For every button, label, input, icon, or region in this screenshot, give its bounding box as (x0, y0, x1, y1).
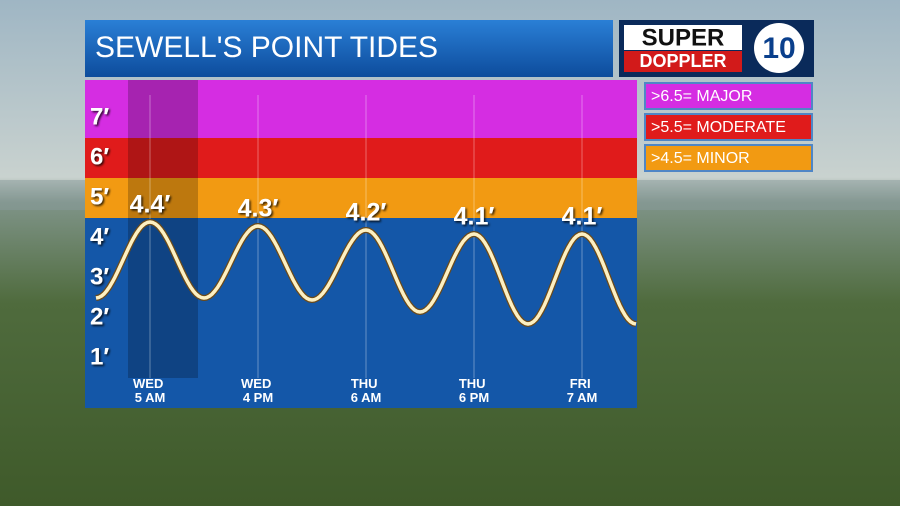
data-label: 4.3′ (238, 195, 279, 223)
y-tick-label: 6′ (90, 143, 109, 170)
y-tick-label: 1′ (90, 343, 109, 370)
x-tick-label: FRI 7 AM (567, 376, 598, 405)
tide-line (95, 220, 637, 326)
y-tick-label: 4′ (90, 223, 109, 250)
data-label: 4.4′ (130, 191, 171, 219)
legend-label: >5.5= MODERATE (651, 119, 786, 136)
legend-box (644, 113, 813, 141)
legend-label: >6.5= MAJOR (651, 88, 752, 105)
x-tick-label: WED 5 AM (133, 376, 167, 405)
threshold-band (85, 178, 637, 218)
logo-number: 10 (762, 32, 795, 65)
data-label: 4.1′ (562, 203, 603, 231)
title-bar (85, 20, 613, 77)
y-tick-label: 5′ (90, 183, 109, 210)
data-label: 4.2′ (346, 199, 387, 227)
data-label: 4.1′ (454, 203, 495, 231)
logo: SUPER DOPPLER 10 (619, 20, 814, 77)
legend-label: >4.5= MINOR (651, 150, 750, 167)
x-axis-strip (85, 378, 637, 408)
threshold-band (85, 80, 637, 138)
legend-box (644, 144, 813, 172)
chart-title: SEWELL'S POINT TIDES (95, 31, 438, 64)
logo-circle (754, 23, 804, 73)
logo-box (624, 51, 742, 72)
legend-box (644, 82, 813, 110)
logo-box (624, 25, 742, 50)
logo-text: SUPER (642, 24, 725, 51)
threshold-band (85, 138, 637, 178)
y-tick-label: 7′ (90, 103, 109, 130)
x-tick-label: THU 6 AM (351, 376, 382, 405)
logo-text: DOPPLER (639, 51, 726, 71)
x-tick-label: WED 4 PM (241, 376, 275, 405)
y-tick-label: 2′ (90, 303, 109, 330)
y-tick-label: 3′ (90, 263, 109, 290)
x-tick-label: THU 6 PM (459, 376, 489, 405)
